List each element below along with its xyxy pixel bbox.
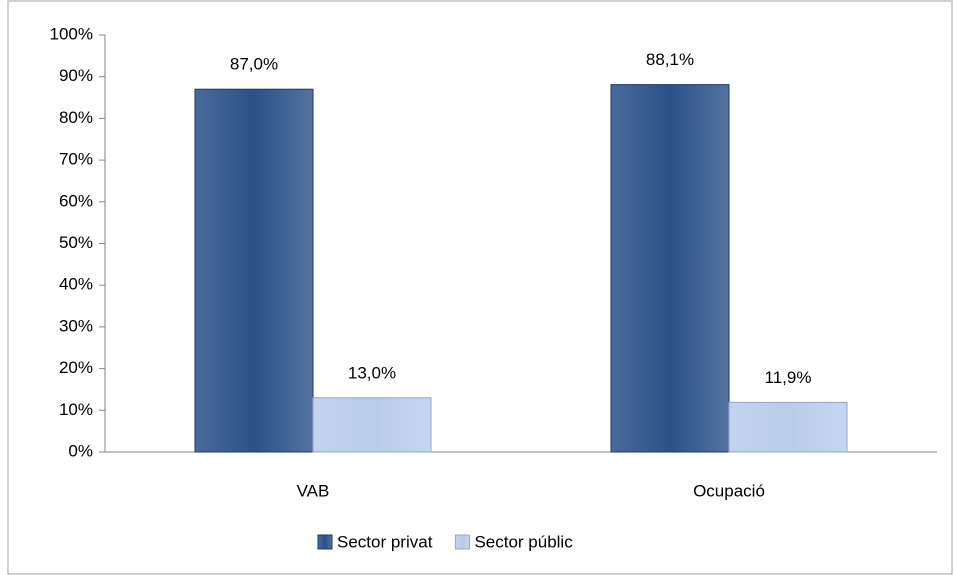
x-tick-label: Ocupació bbox=[693, 481, 765, 500]
data-label: 88,1% bbox=[646, 50, 694, 69]
legend-swatch bbox=[454, 534, 470, 550]
y-tick-label: 0% bbox=[68, 441, 93, 460]
bar bbox=[728, 401, 848, 453]
y-tick-label: 50% bbox=[59, 233, 93, 252]
bar bbox=[312, 397, 432, 453]
y-tick-label: 80% bbox=[59, 108, 93, 127]
data-label: 87,0% bbox=[230, 55, 278, 74]
chart-border bbox=[7, 0, 953, 575]
data-label: 13,0% bbox=[348, 363, 396, 382]
legend-label: Sector privat bbox=[337, 532, 433, 551]
y-tick-label: 70% bbox=[59, 150, 93, 169]
bar bbox=[194, 88, 314, 453]
y-tick-label: 100% bbox=[50, 24, 93, 43]
legend-label: Sector públic bbox=[474, 532, 573, 551]
bar bbox=[610, 84, 730, 453]
y-tick-label: 20% bbox=[59, 358, 93, 377]
y-tick-label: 60% bbox=[59, 191, 93, 210]
y-tick-label: 30% bbox=[59, 316, 93, 335]
y-tick-label: 90% bbox=[59, 66, 93, 85]
y-tick-label: 40% bbox=[59, 275, 93, 294]
y-tick-label: 10% bbox=[59, 400, 93, 419]
legend-swatch bbox=[317, 534, 333, 550]
x-tick-label: VAB bbox=[297, 481, 330, 500]
data-label: 11,9% bbox=[765, 368, 812, 387]
